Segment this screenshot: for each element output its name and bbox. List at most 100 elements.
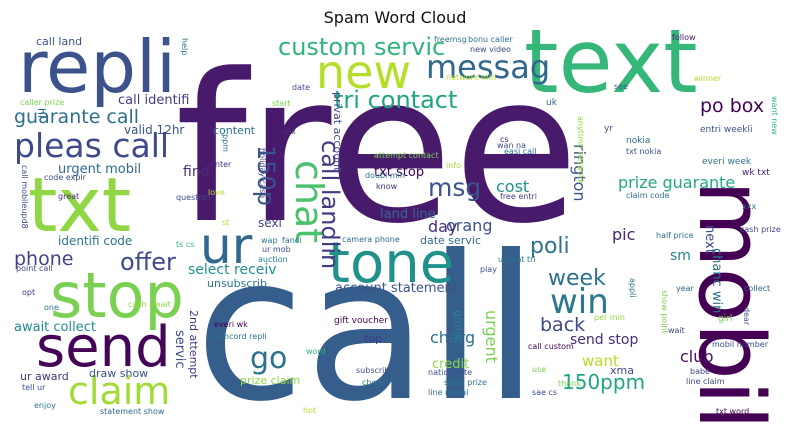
word-know: know (376, 182, 398, 191)
word-sm: sm (670, 248, 691, 264)
word-network-min: network min (446, 73, 496, 82)
word-use: use (532, 365, 546, 374)
word-call-mobileupd8: call mobileupd8 (20, 165, 29, 229)
word-want-new: want new (770, 96, 779, 135)
word-select-receiv: select receiv (188, 262, 277, 278)
word-gift-voucher: gift voucher (334, 316, 388, 326)
word-repli: repli (18, 25, 176, 109)
word-claim: claim (68, 369, 170, 413)
word-await-collect: await collect (14, 320, 96, 335)
word-want: want (582, 352, 619, 370)
word-wait: wait (668, 326, 685, 335)
word-see: see (614, 82, 628, 91)
word-xxx: xxx (742, 202, 756, 211)
word-uk: uk (546, 98, 558, 108)
word-txt-word: txt word (716, 407, 749, 416)
word-top: top (364, 332, 382, 345)
word-privat-account: privat account (331, 92, 344, 172)
word-anytime-network: anytime network (576, 116, 585, 184)
word-txt: txt (28, 161, 131, 249)
word-game: game (452, 310, 465, 341)
word-chat: chat (287, 160, 331, 243)
word-opt: opt (22, 288, 35, 297)
word-start: start (272, 99, 291, 108)
word-land-line: land line (380, 207, 436, 222)
word-urgent-tri: urgent tri (498, 255, 536, 264)
word-wk-txt: wk txt (742, 168, 770, 178)
word-call-custom: call custom (528, 342, 574, 351)
word-hot: hot (303, 406, 316, 415)
word-fanci: fanci (282, 236, 301, 245)
word-enter: enter (210, 160, 232, 169)
word-stop: stop (50, 259, 184, 332)
word-club: club (680, 347, 714, 366)
word-msg: msg (428, 173, 481, 202)
word-valid-12hr: valid 12hr (124, 123, 184, 137)
word-nation-rate: nation rate (428, 368, 472, 377)
word-identifi-code: identifi code (58, 234, 132, 248)
word-line-rental: line rental (428, 388, 468, 397)
word-choos: choos (362, 378, 385, 387)
word-offer: offer (120, 248, 176, 276)
word-bonu-caller: bonu caller (468, 35, 513, 44)
word-entri-weekli: entri weekli (700, 125, 752, 135)
word-hi: hi (35, 108, 48, 118)
word-join: join (705, 388, 720, 397)
word-free-entri: free entri (500, 192, 537, 201)
word-pic: pic (612, 225, 635, 244)
word-free: free (175, 31, 579, 269)
word-ur-mob: ur mob (262, 245, 291, 254)
word-thank: thank (558, 379, 581, 388)
word-subscrib: subscrib (356, 366, 389, 375)
chart-title: Spam Word Cloud (323, 8, 467, 27)
word-orang: orang (446, 216, 492, 235)
word-claim-code: claim code (626, 191, 669, 200)
word-150ppm: 150ppm (562, 370, 645, 394)
word-2nd-attempt: 2nd attempt (187, 310, 200, 379)
word-sexi: sexi (258, 216, 282, 230)
word-play: play (480, 265, 497, 274)
word-week: week (548, 266, 606, 291)
word-code-expir: code expir (44, 173, 87, 182)
word-show-point: show point (660, 290, 669, 334)
word-info: info (446, 161, 461, 170)
word-tell-ur: tell ur (22, 383, 46, 392)
word-year: year (676, 284, 695, 293)
word-unsubscrib: unsubscrib (207, 277, 267, 290)
word-call: call (195, 213, 539, 427)
word-girl: girl (718, 314, 732, 324)
word-point-call: point call (16, 264, 53, 273)
word-cost: cost (496, 177, 529, 196)
word-text: text (524, 10, 698, 113)
word-help: help (180, 38, 189, 55)
word-holiday-cash: holiday cash (258, 148, 267, 198)
word-back: back (540, 314, 585, 336)
word-word: word (306, 347, 326, 356)
word-ur: ur (200, 217, 253, 275)
word-doubl-min: doubl min (365, 171, 405, 180)
word-urgent-mobil: urgent mobil (58, 162, 141, 177)
word-everi-week: everi week (702, 157, 752, 167)
word-new: new (316, 45, 411, 99)
word-next: next (702, 225, 717, 254)
word-attempt-contact: attempt contact (374, 151, 439, 160)
word-tone: tone (328, 231, 454, 296)
word-show-prize: show prize (444, 378, 487, 387)
word-send: send (36, 315, 171, 380)
word-easi-call: easi call (504, 147, 537, 156)
word-xma: xma (610, 364, 634, 377)
word-appli: appli (628, 278, 637, 298)
word-find: find (183, 164, 210, 180)
word-call-identifi: call identifi (118, 93, 189, 108)
word-content: content (213, 124, 256, 137)
word-nokia: nokia (626, 136, 650, 146)
word-camera-phone: camera phone (342, 235, 400, 244)
word-txt-stop: txt stop (374, 165, 424, 180)
word-prize-claim: prize claim (240, 374, 300, 387)
word-mobil: mobil (678, 180, 783, 427)
word-everi-wk: everi wk (214, 320, 248, 329)
word-ts-cs: ts cs (176, 240, 194, 249)
word-babe: babe (690, 367, 710, 376)
word-servic: servic (172, 330, 187, 369)
